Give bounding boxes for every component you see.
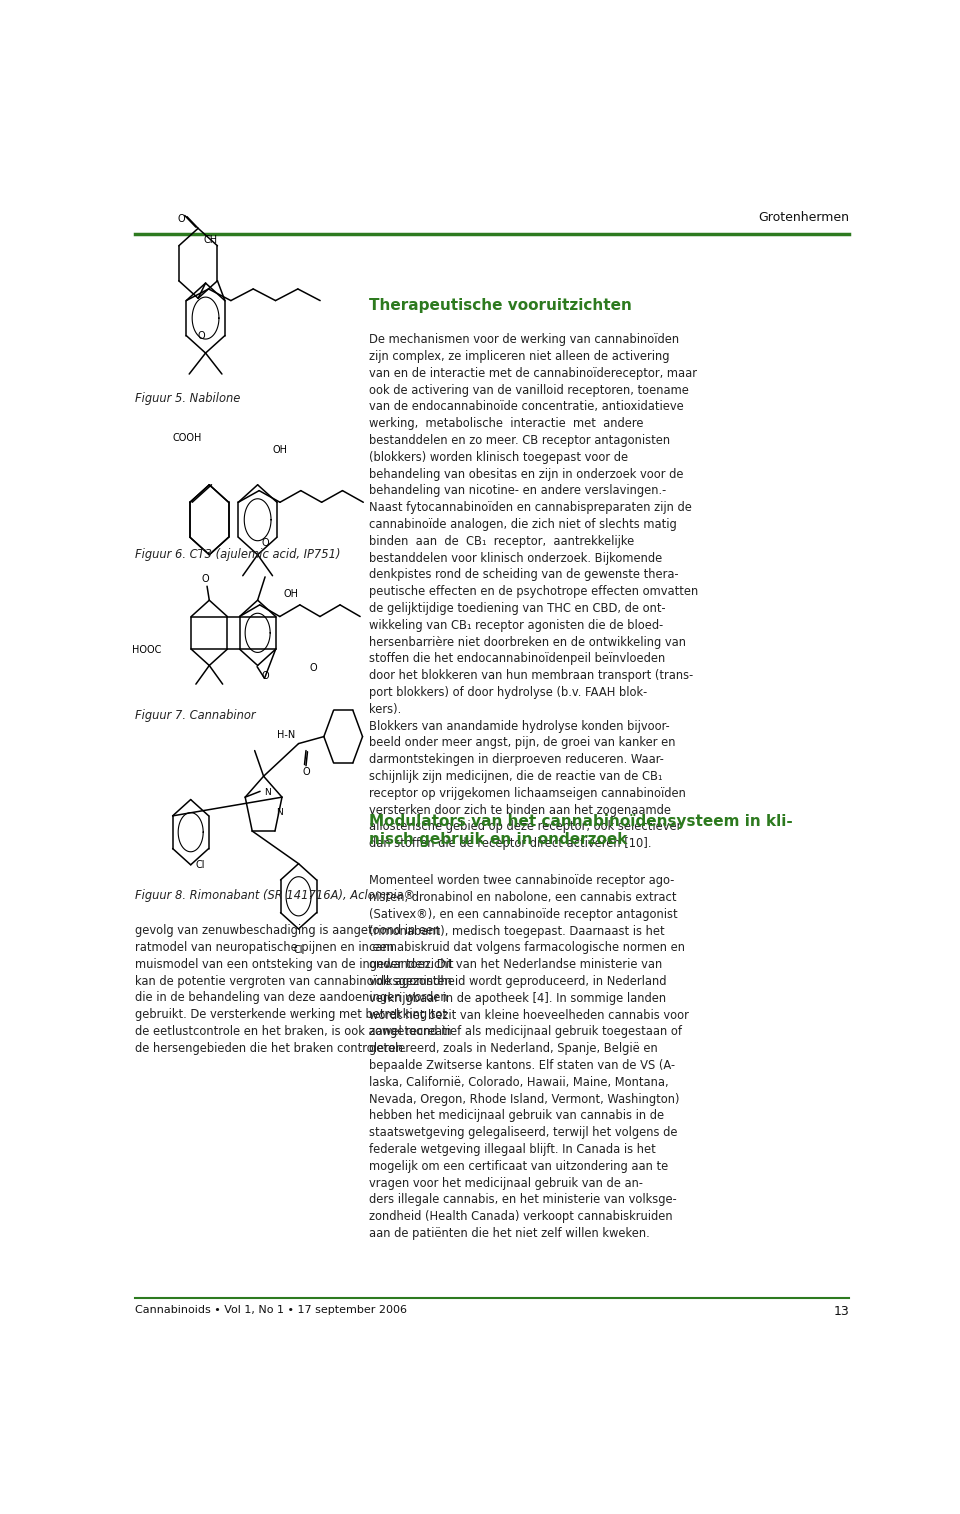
Text: O: O	[262, 537, 270, 548]
Text: HOOC: HOOC	[132, 645, 161, 656]
Text: Modulators van het cannabinoïdensysteem in kli-
nisch gebruik en in onderzoek: Modulators van het cannabinoïdensysteem …	[370, 813, 793, 848]
Text: Figuur 5. Nabilone: Figuur 5. Nabilone	[134, 392, 240, 404]
Text: Cl: Cl	[294, 945, 303, 955]
Text: O: O	[310, 663, 317, 672]
Text: CH: CH	[204, 235, 218, 245]
Text: Cannabinoids • Vol 1, No 1 • 17 september 2006: Cannabinoids • Vol 1, No 1 • 17 septembe…	[134, 1305, 407, 1316]
Text: H-N: H-N	[276, 730, 295, 740]
Text: Grotenhermen: Grotenhermen	[758, 210, 849, 224]
Text: Cl: Cl	[195, 860, 204, 871]
Text: O: O	[202, 574, 209, 584]
Text: Figuur 8. Rimonabant (SR 141716A), Aclompia®: Figuur 8. Rimonabant (SR 141716A), Aclom…	[134, 889, 415, 902]
Text: Momenteel worden twee cannabinoïde receptor ago-
nisten, dronabinol en nabolone,: Momenteel worden twee cannabinoïde recep…	[370, 874, 689, 1240]
Text: O: O	[198, 330, 204, 341]
Text: Therapeutische vooruitzichten: Therapeutische vooruitzichten	[370, 298, 632, 313]
Text: OH: OH	[283, 589, 299, 600]
Text: O: O	[261, 671, 269, 681]
Text: 13: 13	[833, 1305, 849, 1319]
Text: N: N	[264, 789, 271, 796]
Text: OH: OH	[273, 445, 287, 454]
Text: Figuur 7. Cannabinor: Figuur 7. Cannabinor	[134, 709, 255, 722]
Text: Figuur 6. CT3 (ajulemic acid, IP751): Figuur 6. CT3 (ajulemic acid, IP751)	[134, 548, 341, 560]
Text: O: O	[178, 213, 185, 224]
Text: N: N	[276, 808, 283, 818]
Text: gevolg van zenuwbeschadiging is aangetoond in een
ratmodel van neuropatische pij: gevolg van zenuwbeschadiging is aangetoo…	[134, 924, 453, 1055]
Text: O: O	[303, 766, 310, 777]
Text: De mechanismen voor de werking van cannabinoïden
zijn complex, ze impliceren nie: De mechanismen voor de werking van canna…	[370, 333, 699, 851]
Text: COOH: COOH	[172, 433, 202, 444]
